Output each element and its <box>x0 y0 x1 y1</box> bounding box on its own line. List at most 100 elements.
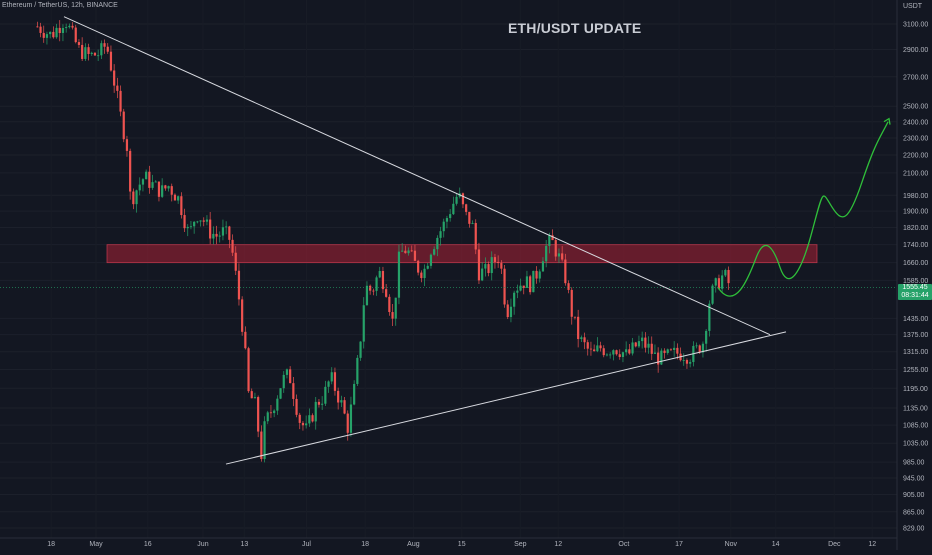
candle-body <box>570 289 573 317</box>
candles <box>36 20 730 463</box>
candle-body <box>541 261 545 272</box>
candle-body <box>551 235 554 241</box>
price-tick-label: 1375.00 <box>903 332 928 339</box>
candle-body <box>471 223 474 224</box>
candle-body <box>161 185 164 197</box>
price-tick-label: 2500.00 <box>903 104 928 111</box>
candle-body <box>221 227 225 236</box>
time-tick-label: 18 <box>47 541 55 548</box>
candle-body <box>426 265 429 269</box>
candle-body <box>39 26 42 33</box>
candle-body <box>516 290 519 293</box>
time-tick-label: 12 <box>554 541 562 548</box>
candle-body <box>285 369 289 375</box>
candle-body <box>583 337 586 343</box>
descending-trendline[interactable] <box>63 16 771 336</box>
candle-body <box>109 51 113 71</box>
candle-body <box>138 184 141 191</box>
candle-body <box>241 299 244 332</box>
candle-body <box>289 369 292 384</box>
price-tick-label: 1035.00 <box>903 441 928 448</box>
candle-body <box>436 237 439 250</box>
candle-body <box>529 276 532 293</box>
price-tick-label: 2200.00 <box>903 153 928 160</box>
candle-body <box>90 52 93 55</box>
candle-body <box>647 343 650 348</box>
candle-body <box>724 269 727 276</box>
candle-body <box>113 70 116 86</box>
ascending-trendline[interactable] <box>225 331 787 465</box>
time-tick-label: May <box>89 541 103 548</box>
candle-body <box>135 190 138 205</box>
candle-body <box>61 28 65 34</box>
candle-body <box>301 422 305 426</box>
candle-body <box>225 226 228 228</box>
candle-body <box>701 343 705 353</box>
candle-body <box>554 240 557 257</box>
candle-body <box>202 220 205 222</box>
candle-body <box>68 25 71 28</box>
price-tick-label: 1740.00 <box>903 242 928 249</box>
candle-body <box>695 345 698 347</box>
candle-body <box>493 257 497 262</box>
resistance-zone <box>106 244 818 264</box>
candle-body <box>129 150 132 192</box>
candle-body <box>164 185 167 189</box>
candle-body <box>682 360 685 361</box>
candle-body <box>641 337 644 342</box>
candle-body <box>634 342 637 347</box>
candle-body <box>349 404 353 433</box>
candle-body <box>55 27 58 38</box>
candle-body <box>45 34 49 38</box>
candle-body <box>132 191 135 205</box>
candle-body <box>522 285 525 288</box>
candle-body <box>170 186 173 195</box>
symbol-header[interactable]: Ethereum / TetherUS, 12h, BINANCE <box>2 2 118 9</box>
candle-body <box>311 415 314 422</box>
candle-body <box>442 221 445 232</box>
candle-body <box>461 193 465 205</box>
candle-body <box>666 349 669 353</box>
candle-body <box>330 372 333 382</box>
candle-body <box>177 196 180 201</box>
candle-body <box>455 196 458 204</box>
candle-body <box>615 350 618 355</box>
candle-body <box>375 277 378 291</box>
candle-body <box>359 341 362 358</box>
candle-body <box>653 352 657 354</box>
candle-body <box>183 215 186 229</box>
candle-body <box>276 398 279 411</box>
candle-body <box>381 271 385 290</box>
candle-body <box>167 186 170 189</box>
price-axis[interactable]: 3100.00 2900.00 2700.00 2500.00 2400.00 2300.… <box>903 22 928 533</box>
price-axis-unit: USDT <box>903 3 923 10</box>
candle-body <box>186 226 189 229</box>
time-tick-label: 12 <box>868 541 876 548</box>
candle-body <box>314 401 317 422</box>
candle-body <box>708 303 711 331</box>
candle-body <box>269 412 273 414</box>
candle-body <box>657 352 660 365</box>
candle-body <box>573 316 577 318</box>
projection-arrow-icon <box>883 117 891 125</box>
candle-body <box>484 264 487 269</box>
candle-body <box>42 32 45 38</box>
candle-body <box>154 181 157 183</box>
candle-body <box>141 179 145 185</box>
candle-body <box>317 401 321 405</box>
price-tick-label: 2900.00 <box>903 47 928 54</box>
projection-path <box>717 121 889 297</box>
price-tick-label: 2400.00 <box>903 119 928 126</box>
candle-body <box>260 431 263 460</box>
time-axis[interactable]: 18 May 16 Jun 13 Jul 18 Aug 15 Sep 12 Oct 17 Nov 14 Dec… <box>47 541 876 548</box>
candle-body <box>340 400 343 403</box>
candle-body <box>535 270 538 279</box>
candle-body <box>410 250 413 252</box>
price-tick-label: 829.00 <box>903 526 925 533</box>
candle-body <box>545 245 548 262</box>
candle-body <box>279 388 282 399</box>
price-tick-label: 1435.00 <box>903 316 928 323</box>
current-price-badge: 1555.45 08:31:44 <box>898 284 932 300</box>
